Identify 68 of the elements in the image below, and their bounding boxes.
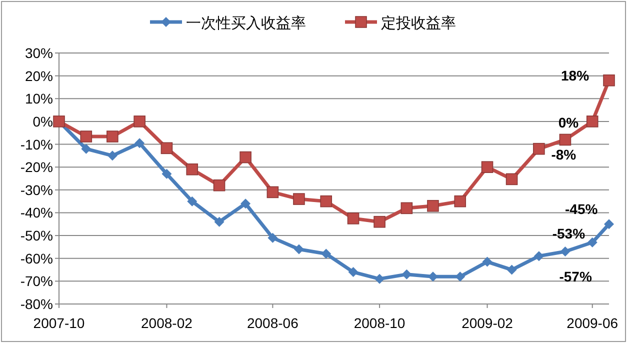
- point: [266, 186, 279, 198]
- point: [240, 198, 251, 209]
- x-tick-label: 2008-06: [247, 315, 299, 331]
- point: [482, 256, 492, 267]
- y-tick-label: -70%: [20, 273, 53, 290]
- point: [586, 116, 598, 128]
- point: [80, 130, 92, 142]
- y-tick-label: 30%: [24, 45, 53, 61]
- y-tick-label: 0%: [32, 113, 53, 130]
- x-tick-label: 2009-06: [566, 315, 618, 331]
- point: [321, 248, 332, 259]
- data-label: -57%: [559, 268, 592, 285]
- point: [347, 212, 360, 224]
- point: [533, 142, 545, 155]
- point: [134, 138, 145, 148]
- x-tick-label: 2008-10: [354, 315, 406, 331]
- x-tick-label: 2008-02: [141, 315, 193, 331]
- point: [427, 200, 439, 212]
- point: [106, 130, 118, 142]
- y-tick-label: -20%: [20, 159, 53, 176]
- point: [374, 274, 385, 284]
- x-tick-label: 2007-10: [33, 315, 85, 331]
- data-label: -53%: [552, 225, 586, 242]
- point: [604, 219, 614, 230]
- point: [481, 161, 494, 173]
- point: [402, 269, 412, 280]
- legend-label: 定投收益率: [381, 15, 456, 32]
- point: [559, 134, 572, 146]
- point: [81, 144, 92, 154]
- point: [374, 216, 386, 228]
- x-tick-label: 2009-02: [462, 315, 514, 331]
- point: [187, 196, 198, 206]
- point: [603, 74, 615, 86]
- y-tick-label: 20%: [24, 68, 53, 84]
- point: [560, 246, 570, 257]
- point: [268, 232, 278, 243]
- legend-label: 一次性买入收益率: [186, 15, 306, 32]
- y-tick-label: -10%: [20, 136, 53, 152]
- point: [162, 168, 172, 179]
- point: [293, 193, 305, 205]
- point: [214, 216, 224, 227]
- point: [506, 173, 518, 186]
- point: [506, 264, 517, 275]
- y-tick-label: -60%: [20, 250, 53, 266]
- point: [534, 251, 544, 262]
- point: [454, 195, 466, 208]
- point: [320, 195, 332, 208]
- point: [428, 272, 438, 282]
- point: [107, 150, 118, 161]
- point: [160, 142, 173, 154]
- point: [587, 237, 598, 248]
- y-tick-label: -30%: [20, 182, 53, 198]
- data-label: -45%: [565, 201, 598, 218]
- y-tick-label: -80%: [20, 296, 53, 312]
- point: [186, 163, 198, 176]
- point: [400, 202, 413, 214]
- y-tick-label: -40%: [20, 204, 53, 221]
- data-label: -8%: [551, 146, 577, 163]
- data-label: 0%: [558, 114, 580, 130]
- point: [213, 179, 226, 192]
- y-tick-label: 10%: [24, 90, 53, 107]
- y-tick-label: -50%: [20, 228, 53, 244]
- point: [134, 116, 146, 128]
- point: [348, 267, 358, 278]
- point: [294, 244, 304, 254]
- point: [455, 272, 466, 282]
- data-label: 18%: [561, 67, 590, 84]
- point: [240, 151, 252, 164]
